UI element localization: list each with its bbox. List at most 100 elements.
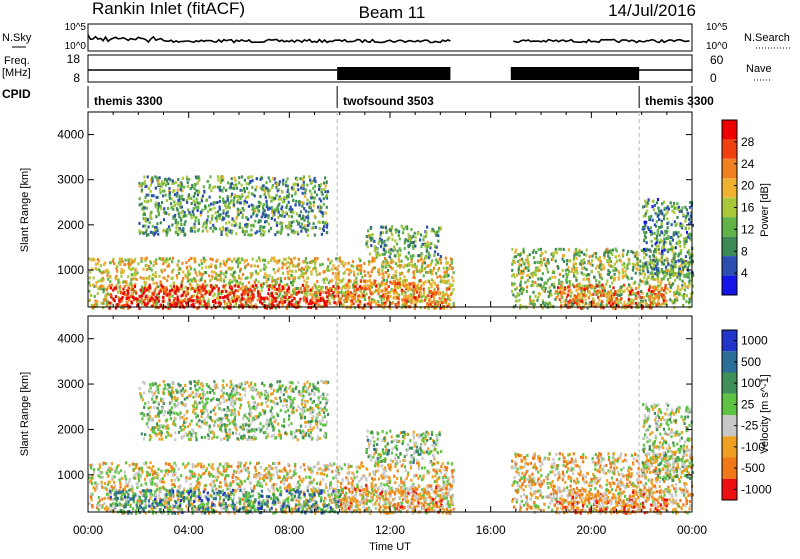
heatmap-cell	[647, 201, 649, 204]
heatmap-cell	[395, 274, 397, 277]
heatmap-cell	[150, 231, 152, 234]
heatmap-cell	[349, 294, 351, 297]
heatmap-cell	[669, 290, 671, 293]
heatmap-cell	[323, 278, 325, 281]
heatmap-cell	[366, 280, 368, 283]
heatmap-cell	[624, 266, 626, 269]
heatmap-cell	[689, 206, 691, 209]
heatmap-cell	[664, 230, 666, 233]
heatmap-cell	[193, 187, 195, 190]
heatmap-cell	[343, 292, 345, 295]
heatmap-cell	[178, 215, 180, 218]
heatmap-cell	[269, 180, 271, 183]
heatmap-cell	[122, 288, 124, 291]
heatmap-cell	[518, 263, 520, 266]
heatmap-cell	[360, 295, 362, 298]
heatmap-cell	[545, 287, 547, 290]
heatmap-cell	[256, 177, 258, 180]
heatmap-cell	[575, 276, 577, 279]
heatmap-cell	[196, 289, 198, 292]
heatmap-cell	[100, 264, 102, 267]
freq-tick-top: 18	[67, 52, 81, 66]
heatmap-cell	[367, 303, 369, 306]
heatmap-cell	[141, 257, 143, 260]
heatmap-cell	[577, 293, 579, 296]
heatmap-cell	[248, 297, 250, 300]
heatmap-cell	[171, 260, 173, 263]
heatmap-cell	[266, 200, 268, 203]
heatmap-cell	[199, 273, 201, 276]
heatmap-cell	[235, 179, 237, 182]
heatmap-cell	[285, 211, 287, 214]
heatmap-cell	[136, 271, 138, 274]
heatmap-cell	[402, 279, 404, 282]
heatmap-cell	[434, 244, 436, 247]
heatmap-cell	[94, 300, 96, 303]
heatmap-cell	[578, 284, 580, 287]
heatmap-cell	[564, 288, 566, 291]
heatmap-cell	[297, 276, 299, 279]
heatmap-cell	[321, 211, 323, 214]
heatmap-cell	[688, 264, 690, 267]
heatmap-cell	[274, 279, 276, 282]
heatmap-cell	[98, 280, 100, 283]
heatmap-cell	[595, 252, 597, 255]
colorbar-tick-label: 8	[741, 244, 748, 258]
heatmap-cell	[437, 269, 439, 272]
heatmap-cell	[238, 275, 240, 278]
heatmap-cell	[146, 200, 148, 203]
heatmap-cell	[264, 220, 266, 223]
heatmap-cell	[169, 197, 171, 200]
heatmap-cell	[273, 268, 275, 271]
heatmap-cell	[140, 289, 142, 292]
heatmap-cell	[415, 236, 417, 239]
heatmap-cell	[294, 193, 296, 196]
heatmap-cell	[271, 276, 273, 279]
heatmap-cell	[250, 276, 252, 279]
heatmap-cell	[291, 274, 293, 277]
heatmap-cell	[271, 257, 273, 260]
heatmap-cell	[524, 281, 526, 284]
heatmap-cell	[383, 240, 385, 243]
heatmap-cell	[252, 208, 254, 211]
heatmap-cell	[235, 183, 237, 186]
heatmap-cell	[558, 279, 560, 282]
heatmap-cell	[258, 201, 260, 204]
heatmap-cell	[263, 276, 265, 279]
heatmap-cell	[146, 289, 148, 292]
heatmap-cell	[238, 176, 240, 179]
heatmap-cell	[415, 300, 417, 303]
heatmap-cell	[396, 285, 398, 288]
heatmap-cell	[285, 263, 287, 266]
heatmap-cell	[295, 304, 297, 307]
heatmap-cell	[392, 249, 394, 252]
heatmap-cell	[644, 224, 646, 227]
heatmap-cell	[299, 225, 301, 228]
heatmap-cell	[228, 221, 230, 224]
heatmap-cell	[623, 284, 625, 287]
heatmap-cell	[410, 241, 412, 244]
heatmap-cell	[373, 240, 375, 243]
colorbar-swatch	[722, 237, 737, 256]
heatmap-cell	[322, 263, 324, 266]
heatmap-cell	[333, 301, 335, 304]
heatmap-cell	[560, 285, 562, 288]
heatmap-cell	[384, 257, 386, 260]
heatmap-cell	[672, 282, 674, 285]
heatmap-cell	[539, 261, 541, 264]
heatmap-cell	[88, 290, 90, 293]
heatmap-cell	[339, 297, 341, 300]
heatmap-cell	[315, 226, 317, 229]
heatmap-cell	[297, 184, 299, 187]
heatmap-cell	[620, 286, 622, 289]
heatmap-cell	[230, 304, 232, 307]
heatmap-cell	[229, 282, 231, 285]
heatmap-cell	[151, 177, 153, 180]
heatmap-cell	[144, 258, 146, 261]
heatmap-cell	[686, 208, 688, 211]
heatmap-cell	[430, 262, 432, 265]
heatmap-cell	[254, 220, 256, 223]
heatmap-cell	[276, 261, 278, 264]
heatmap-cell	[135, 292, 137, 295]
